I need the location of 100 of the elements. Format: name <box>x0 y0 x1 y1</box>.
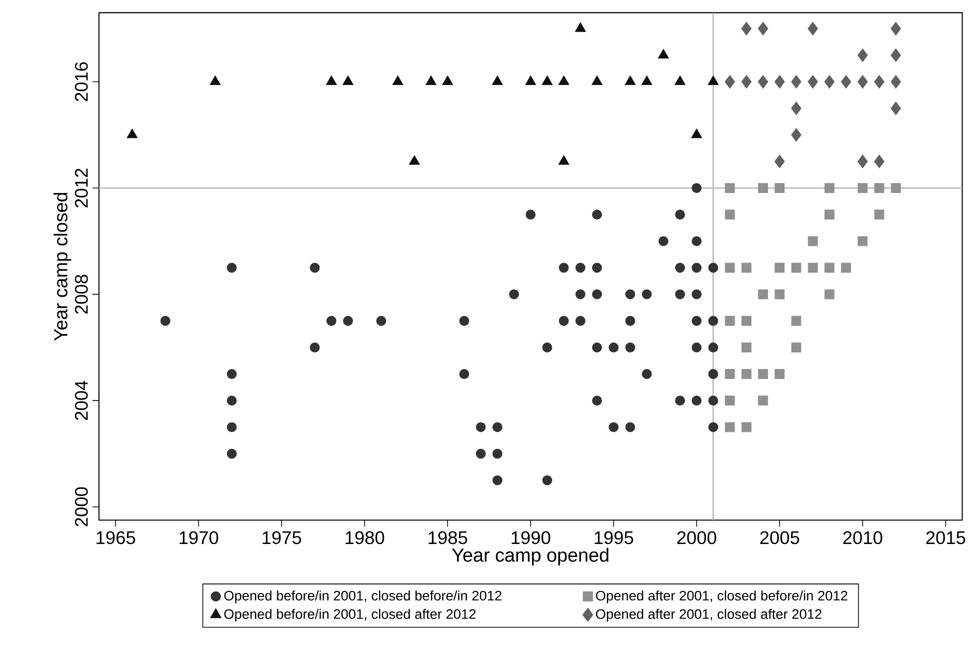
point <box>741 369 752 380</box>
point <box>708 316 718 326</box>
point <box>492 76 503 86</box>
point <box>824 262 834 273</box>
point <box>526 210 536 220</box>
point <box>824 183 834 194</box>
point <box>608 422 619 432</box>
point <box>708 396 718 406</box>
point <box>608 342 619 352</box>
point <box>758 183 768 194</box>
point <box>226 448 237 459</box>
legend-label: Opened after 2001, closed after 2012 <box>596 608 822 622</box>
point <box>226 262 237 273</box>
point <box>542 342 552 352</box>
point <box>558 155 570 165</box>
point <box>392 76 404 86</box>
point <box>675 289 685 300</box>
point <box>824 75 835 89</box>
point <box>758 22 768 36</box>
point <box>509 289 519 300</box>
point <box>675 396 685 406</box>
point <box>808 262 818 273</box>
x-tick-label: 1995 <box>594 531 634 544</box>
point <box>625 289 636 300</box>
point <box>858 48 868 62</box>
point <box>126 128 138 138</box>
point <box>624 76 636 86</box>
point <box>858 154 868 168</box>
point <box>741 75 752 89</box>
point <box>592 342 602 352</box>
legend-label: Opened after 2001, closed before/in 2012 <box>596 590 848 604</box>
point <box>692 316 702 326</box>
point <box>874 183 884 194</box>
x-tick-label: 1975 <box>262 531 302 544</box>
point <box>310 342 320 352</box>
x-tick-label: 1990 <box>512 531 550 544</box>
point <box>558 316 569 326</box>
point <box>708 76 719 86</box>
point <box>758 75 768 89</box>
point <box>724 422 735 432</box>
point <box>840 75 852 89</box>
point <box>442 76 454 86</box>
point <box>774 75 785 89</box>
point <box>691 128 702 138</box>
y-axis-title: Year camp closed <box>54 192 72 341</box>
point <box>791 316 802 326</box>
point <box>858 183 868 194</box>
point <box>774 289 785 300</box>
point <box>226 369 237 380</box>
point <box>558 262 569 273</box>
point <box>890 22 901 36</box>
point <box>741 316 752 326</box>
point <box>808 75 818 89</box>
point <box>724 369 735 380</box>
point <box>592 396 602 406</box>
point <box>758 369 768 380</box>
y-tick-label: 2008 <box>74 274 88 314</box>
point <box>724 262 735 273</box>
point <box>841 262 852 273</box>
x-tick-label: 2010 <box>843 531 882 544</box>
point <box>376 316 386 326</box>
point <box>692 342 702 352</box>
point <box>342 76 354 86</box>
legend-label: Opened before/in 2001, closed before/in 2012 <box>224 590 502 604</box>
point <box>558 76 570 86</box>
point <box>592 210 602 220</box>
point <box>774 154 785 168</box>
point <box>808 22 818 36</box>
y-tick-label: 2016 <box>74 62 88 102</box>
point <box>741 262 752 273</box>
x-tick-label: 2005 <box>760 531 800 544</box>
point <box>791 342 802 352</box>
x-tick-label: 1965 <box>96 531 136 544</box>
point <box>692 236 702 246</box>
point <box>774 262 785 273</box>
x-tick-label: 1980 <box>346 531 384 544</box>
point <box>642 289 652 300</box>
point <box>226 422 237 432</box>
point <box>890 48 901 62</box>
point <box>210 76 221 86</box>
point <box>642 369 652 380</box>
point <box>692 262 702 273</box>
point <box>492 475 502 486</box>
x-tick-label: 1985 <box>428 531 468 544</box>
point <box>724 210 735 220</box>
point <box>858 75 868 89</box>
point <box>343 316 353 326</box>
point <box>724 75 735 89</box>
point <box>408 155 420 165</box>
point <box>525 76 536 86</box>
point <box>708 422 718 432</box>
point <box>674 76 686 86</box>
y-tick-label: 2004 <box>74 380 88 420</box>
point <box>160 316 170 326</box>
point <box>791 75 802 89</box>
point <box>326 316 336 326</box>
point <box>658 236 668 246</box>
point <box>592 76 602 86</box>
point <box>890 183 901 194</box>
point <box>890 75 901 89</box>
